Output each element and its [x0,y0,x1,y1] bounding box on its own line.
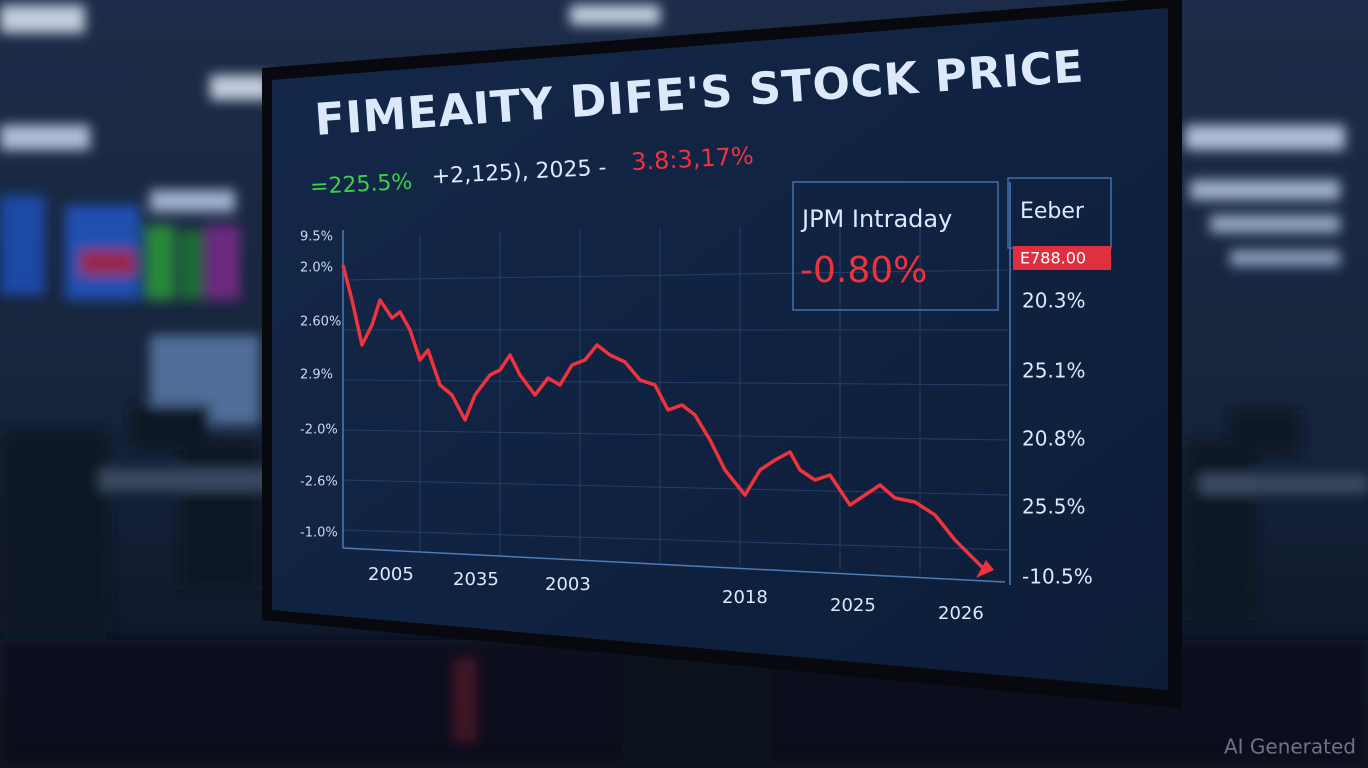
right-axis-label: 25.1% [1022,359,1086,383]
left-axis-label: 9.5% [300,230,333,245]
axis-labels: 9.5% 2.0% 2.60% 2.9% -2.0% -2.6% -1.0% 2005 2035… [300,230,1093,625]
left-axis-label: 2.0% [300,261,333,276]
left-axis-label: -1.0% [300,526,338,541]
left-axis-label: 2.60% [300,315,341,330]
right-axis-label: -10.5% [1022,565,1093,589]
left-axis-label: -2.0% [300,423,338,438]
x-axis-label: 2035 [453,569,499,590]
right-axis-label: 20.8% [1022,427,1086,451]
loss: 3.8:3,17% [631,142,755,176]
x-axis-label: 2025 [830,595,876,616]
side-label: Eeber [1020,199,1085,224]
right-axis-label: 20.3% [1022,289,1086,313]
price-badge [1013,246,1111,270]
price-line [341,264,987,572]
arrow-head [976,560,994,578]
x-axis-label: 2005 [368,564,414,585]
monitor [262,0,1182,768]
intraday-change: -0.80% [800,250,927,291]
right-axis-label: 25.5% [1022,495,1086,519]
x-axis-label: 2026 [938,603,984,624]
axes [342,182,1011,585]
left-axis-label: 2.9% [300,368,333,383]
watermark: AI Generated [1224,735,1356,759]
x-axis-label: 2003 [545,574,591,595]
screen [272,8,1168,690]
left-axis-label: -2.6% [300,475,338,490]
gain: =225.5% [309,170,412,200]
side-price: E788.00 [1020,249,1086,268]
intraday-label: JPM Intraday [800,205,952,233]
intraday-panel [792,181,999,311]
chart-grid [342,222,1009,574]
x-axis-label: 2018 [722,587,768,608]
